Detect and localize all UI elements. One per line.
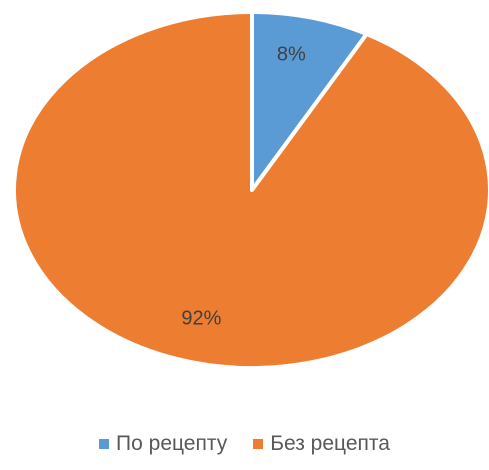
legend-item-bez-retsepta: Без рецепта bbox=[253, 432, 390, 456]
pie-chart-svg: 8% 92% bbox=[12, 10, 489, 370]
pie-slice-po-retseptu bbox=[250, 10, 369, 192]
legend: По рецепту Без рецепта bbox=[0, 432, 489, 456]
legend-label-bez-retsepta: Без рецепта bbox=[270, 432, 390, 455]
data-label-bez-retsepta: 92% bbox=[181, 307, 221, 329]
legend-swatch-po-retseptu bbox=[99, 439, 110, 449]
legend-swatch-bez-retsepta bbox=[253, 439, 264, 449]
pie-data-labels: 8% 92% bbox=[181, 43, 306, 329]
data-label-po-retseptu: 8% bbox=[277, 43, 306, 65]
legend-label-po-retseptu: По рецепту bbox=[116, 432, 228, 455]
pie-slices bbox=[12, 10, 489, 370]
pie-slice-bez-retsepta bbox=[12, 10, 489, 370]
legend-item-po-retseptu: По рецепту bbox=[99, 432, 227, 456]
